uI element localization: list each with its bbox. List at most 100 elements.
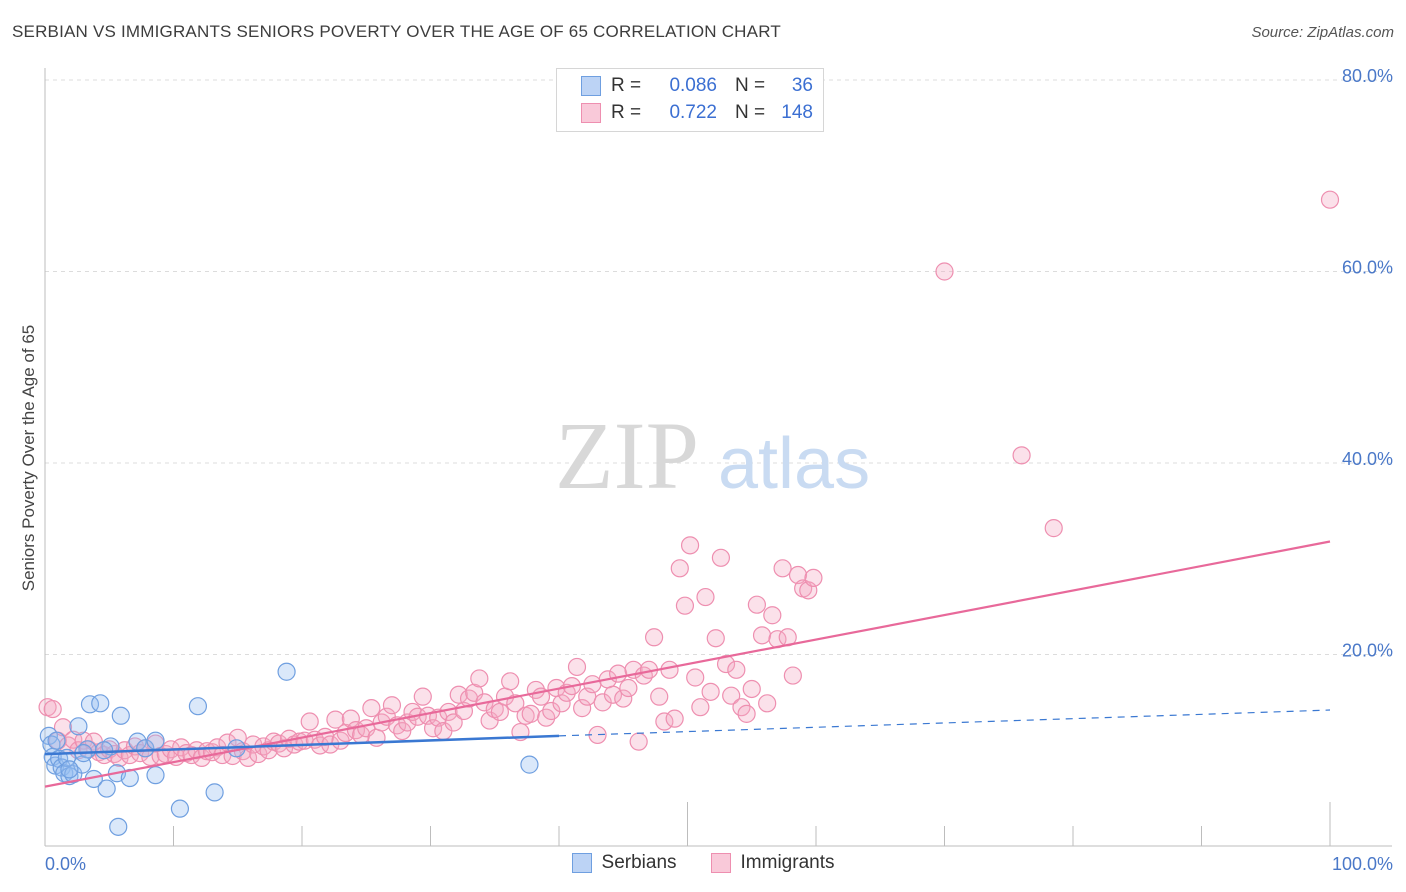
- serbians-point: [109, 817, 128, 836]
- immigrants-point: [655, 712, 674, 731]
- immigrants-point: [609, 664, 628, 683]
- serbians-point: [277, 662, 296, 681]
- immigrants-point: [665, 709, 684, 728]
- immigrants-point: [573, 699, 592, 718]
- immigrants-point: [660, 660, 679, 679]
- legend-swatch-immigrants: [581, 103, 601, 123]
- serbians-point: [188, 697, 208, 716]
- point-layer: [38, 190, 1340, 836]
- series-name-serbians: Serbians: [601, 852, 677, 873]
- immigrants-point: [788, 565, 808, 585]
- immigrants-point: [747, 595, 766, 614]
- immigrants-point: [758, 694, 777, 713]
- serbians-point: [60, 760, 79, 779]
- serbians-point: [97, 779, 116, 798]
- immigrants-point: [501, 672, 520, 691]
- y-tick-label: 80.0%: [1342, 66, 1393, 86]
- serbians-point: [205, 783, 224, 802]
- chart-source: Source: ZipAtlas.com: [1251, 24, 1394, 41]
- immigrants-point: [542, 701, 561, 721]
- immigrants-point: [449, 685, 468, 704]
- immigrants-point: [711, 548, 731, 567]
- immigrants-point: [670, 559, 689, 578]
- immigrants-point: [752, 626, 772, 645]
- watermark-atlas: atlas: [718, 424, 870, 504]
- series-legend: Serbians Immigrants: [0, 852, 1406, 874]
- immigrants-point: [701, 682, 720, 701]
- immigrants-point: [521, 704, 540, 723]
- series-swatch-serbians: [571, 853, 592, 873]
- immigrants-point: [727, 660, 746, 679]
- immigrants-point: [326, 710, 345, 729]
- immigrants-point: [393, 721, 412, 741]
- series-legend-serbians[interactable]: Serbians: [571, 852, 677, 874]
- legend-row-immigrants: R = 0.722 N = 148: [581, 100, 813, 126]
- grid-layer: [45, 79, 1392, 655]
- immigrants-point: [722, 686, 741, 705]
- immigrants-point: [742, 679, 761, 699]
- serbians-point: [95, 741, 114, 760]
- trend-layer: [44, 540, 1331, 788]
- immigrants-point: [490, 702, 509, 722]
- legend-n-label: N =: [735, 102, 766, 123]
- immigrants-trend-line: [44, 540, 1331, 788]
- immigrants-point: [675, 596, 695, 615]
- immigrants-point: [552, 694, 571, 713]
- serbians-point: [170, 799, 190, 818]
- y-tick-label: 40.0%: [1342, 449, 1393, 469]
- immigrants-point: [1320, 190, 1340, 209]
- immigrants-point: [274, 739, 294, 758]
- immigrants-point: [1012, 446, 1031, 465]
- immigrants-point: [43, 699, 62, 719]
- immigrants-point: [650, 687, 669, 706]
- series-swatch-immigrants: [710, 853, 731, 873]
- legend-swatch-serbians: [581, 76, 601, 96]
- immigrants-point: [1044, 519, 1063, 538]
- x-tick-label: 0.0%: [45, 854, 86, 874]
- immigrants-point: [629, 732, 648, 751]
- immigrants-point: [362, 699, 381, 718]
- serbians-trend-line: [44, 734, 560, 756]
- serbians-point: [146, 766, 165, 785]
- immigrants-point: [506, 694, 525, 713]
- immigrants-point: [763, 606, 782, 625]
- immigrants-point: [691, 698, 710, 717]
- legend-r-value-immigrants: 0.722: [669, 102, 717, 123]
- immigrants-point: [644, 628, 664, 647]
- immigrants-point: [935, 262, 954, 281]
- legend-n-value-serbians: 36: [791, 75, 813, 96]
- serbians-point: [520, 755, 539, 774]
- immigrants-point: [783, 666, 802, 685]
- immigrants-point: [603, 685, 623, 704]
- axis-layer: 20.0% 40.0% 60.0% 80.0% 0.0% 100.0%: [44, 66, 1393, 874]
- immigrants-point: [382, 696, 402, 715]
- immigrants-point: [737, 704, 756, 723]
- immigrants-point: [706, 629, 725, 648]
- legend-r-label: R =: [611, 102, 642, 123]
- serbians-point: [47, 731, 66, 750]
- immigrants-point: [773, 559, 792, 578]
- immigrants-point: [444, 713, 463, 732]
- serbians-point: [91, 694, 110, 713]
- immigrants-point: [172, 738, 191, 757]
- immigrants-point: [680, 536, 700, 555]
- y-axis-label: Seniors Poverty Over the Age of 65: [19, 325, 38, 591]
- legend-r-value-serbians: 0.086: [669, 75, 717, 96]
- watermark: ZIP atlas: [555, 402, 870, 509]
- legend-r-label: R =: [611, 75, 642, 96]
- immigrants-point: [341, 709, 360, 728]
- serbians-point: [69, 717, 88, 736]
- immigrants-point: [804, 568, 823, 588]
- immigrants-point: [716, 654, 736, 674]
- legend: R = 0.086 N = 36 R = 0.722 N = 148: [556, 68, 824, 132]
- serbians-point: [146, 731, 165, 750]
- chart-title: SERBIAN VS IMMIGRANTS SENIORS POVERTY OV…: [12, 22, 781, 41]
- immigrants-point: [686, 668, 705, 687]
- immigrants-point: [470, 669, 489, 688]
- immigrants-point: [619, 678, 638, 698]
- series-legend-immigrants[interactable]: Immigrants: [710, 852, 834, 874]
- serbians-point: [136, 739, 155, 758]
- legend-n-label: N =: [735, 75, 766, 96]
- watermark-zip: ZIP: [555, 402, 699, 509]
